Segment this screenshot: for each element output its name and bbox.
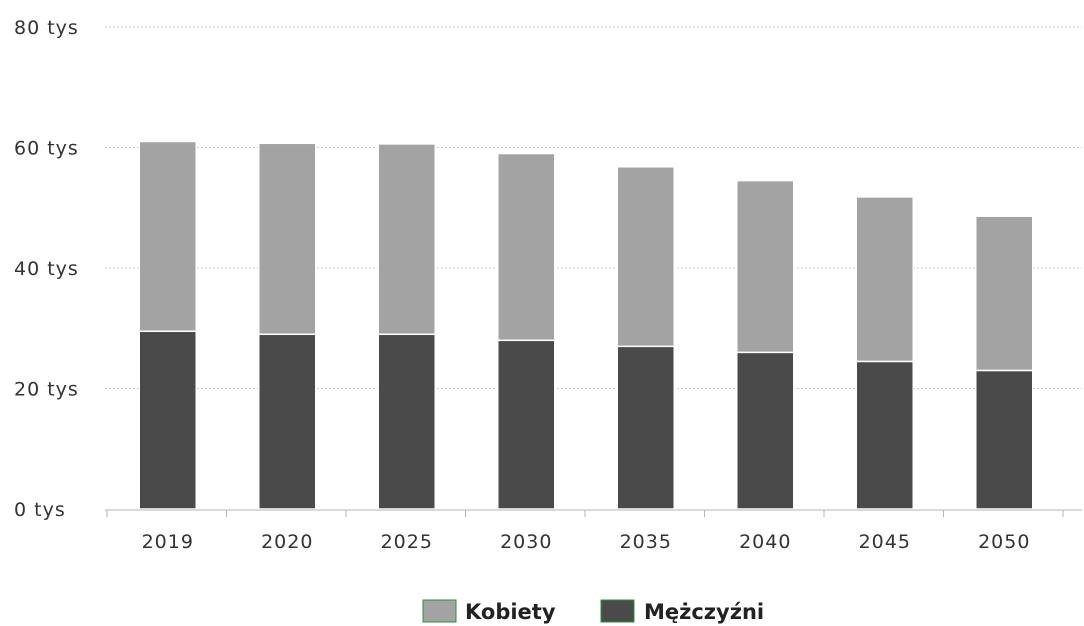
bar-segment-men (138, 330, 197, 510)
bar-segment-men (616, 345, 675, 510)
bar-segment-women (138, 140, 197, 333)
gridlines (105, 26, 1082, 389)
bar-segment-men (736, 351, 795, 510)
legend: Kobiety Mężczyźni (422, 599, 764, 624)
legend-item-men[interactable]: Mężczyźni (600, 599, 764, 624)
x-tick-label: 2020 (261, 531, 313, 553)
bar-segment-women (258, 142, 317, 336)
bar-segment-men (377, 333, 436, 510)
y-tick-label: 60 tys (14, 138, 79, 160)
x-tick-label: 2045 (859, 531, 911, 553)
bar-segment-men (497, 339, 556, 510)
bars (138, 140, 1034, 510)
bar-segment-women (377, 143, 436, 336)
x-axis: 2019 2020 2025 2030 2035 2040 2045 2050 (105, 509, 1082, 553)
legend-label: Kobiety (465, 600, 556, 624)
x-tick-label: 2025 (381, 531, 433, 553)
bar-segment-women (497, 152, 556, 342)
y-axis: 0 tys 20 tys 40 tys 60 tys 80 tys (14, 17, 79, 521)
x-tick-label: 2030 (500, 531, 552, 553)
bar-segment-women (855, 196, 914, 363)
legend-swatch (422, 599, 457, 623)
y-tick-label: 20 tys (14, 379, 79, 401)
bar-segment-men (258, 333, 317, 510)
legend-label: Mężczyźni (644, 600, 764, 624)
y-tick-label: 40 tys (14, 258, 79, 280)
bar-segment-men (975, 369, 1034, 510)
y-tick-label: 80 tys (14, 17, 79, 39)
bar-segment-women (975, 215, 1034, 372)
x-tick-label: 2019 (142, 531, 194, 553)
bar-segment-men (855, 360, 914, 510)
x-tick-label: 2035 (620, 531, 672, 553)
legend-item-women[interactable]: Kobiety (422, 599, 556, 624)
y-tick-label: 0 tys (14, 499, 66, 521)
bar-segment-women (736, 179, 795, 354)
x-tick-label: 2040 (739, 531, 791, 553)
x-tick-label: 2050 (978, 531, 1030, 553)
bar-segment-women (616, 166, 675, 348)
legend-swatch (600, 599, 635, 623)
